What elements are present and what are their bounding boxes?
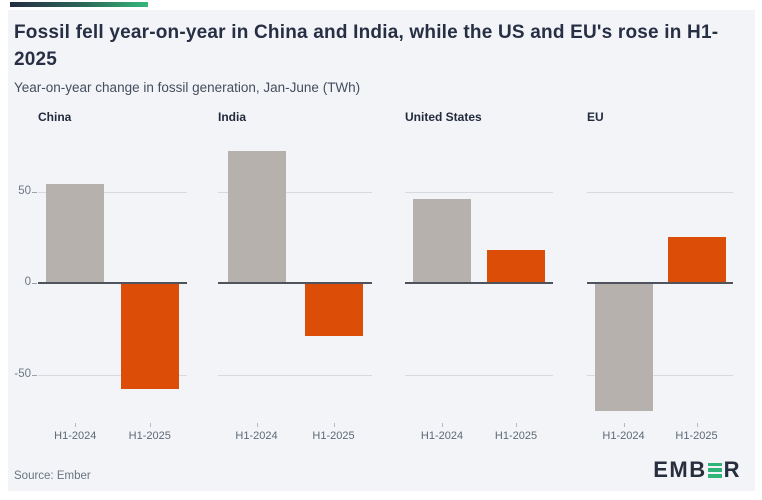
panel-plot-area bbox=[587, 141, 733, 421]
bar-h1-2024 bbox=[594, 283, 653, 412]
x-axis-tick-mark bbox=[623, 423, 625, 427]
x-axis-tick-mark bbox=[442, 423, 443, 427]
bar-h1-2025 bbox=[304, 283, 363, 337]
zero-baseline bbox=[405, 282, 553, 284]
panel-united-states: United States H1-2024 H1-2025 bbox=[405, 110, 553, 455]
gridline bbox=[405, 374, 553, 376]
panel-title: EU bbox=[587, 110, 604, 124]
panel-title: India bbox=[218, 110, 247, 124]
ember-logo-stylized-e-icon bbox=[707, 462, 722, 478]
chart-title: Fossil fell year-on-year in China and In… bbox=[14, 22, 719, 70]
x-axis-tick-mark bbox=[256, 423, 258, 427]
chart-subtitle: Year-on-year change in fossil generation… bbox=[14, 80, 361, 95]
x-axis-category-label: H1-2024 bbox=[54, 430, 97, 442]
gridline bbox=[587, 191, 733, 193]
bar-h1-2024 bbox=[227, 151, 286, 283]
y-axis-tick-label: 50 bbox=[18, 184, 31, 197]
bar-h1-2024 bbox=[46, 184, 105, 283]
x-axis-tick-mark bbox=[149, 423, 151, 427]
panel-china: China H1-2024 H1-2025 bbox=[38, 110, 187, 455]
panel-india: India H1-2024 H1-2025 bbox=[218, 110, 372, 455]
x-axis-category-label: H1-2024 bbox=[420, 430, 464, 442]
x-axis-category-label: H1-2024 bbox=[235, 430, 278, 442]
gridline bbox=[405, 191, 553, 193]
gridline bbox=[38, 191, 187, 193]
source-note: Source: Ember bbox=[14, 470, 91, 482]
y-axis-tick-mark bbox=[32, 283, 37, 284]
gridline bbox=[587, 374, 733, 376]
y-axis-tick-mark bbox=[32, 374, 37, 376]
x-axis-category-label: H1-2025 bbox=[494, 430, 538, 442]
ember-logo-text-prefix: EMB bbox=[653, 457, 707, 482]
panel-title: China bbox=[38, 110, 72, 124]
zero-baseline bbox=[218, 282, 372, 284]
x-axis-category-label: H1-2025 bbox=[128, 430, 171, 442]
y-axis-tick-label: -50 bbox=[14, 367, 31, 380]
bar-h1-2024 bbox=[413, 198, 471, 283]
gridline bbox=[218, 191, 372, 193]
x-axis-tick-mark bbox=[696, 423, 698, 427]
zero-baseline bbox=[38, 282, 187, 284]
panel-plot-area bbox=[405, 141, 553, 421]
panel-title: United States bbox=[405, 110, 482, 124]
y-axis-tick-label: 0 bbox=[24, 276, 31, 288]
bar-h1-2025 bbox=[120, 283, 179, 390]
zero-baseline bbox=[587, 282, 733, 284]
x-axis-category-label: H1-2025 bbox=[675, 430, 718, 442]
x-axis-category-label: H1-2024 bbox=[602, 430, 645, 442]
y-axis-tick-mark bbox=[32, 191, 37, 193]
accent-gradient-bar bbox=[10, 2, 148, 7]
gridline bbox=[38, 374, 187, 376]
bar-h1-2025 bbox=[487, 250, 545, 283]
x-axis-tick-mark bbox=[333, 423, 335, 427]
gridline bbox=[218, 374, 372, 376]
panel-plot-area bbox=[38, 141, 187, 421]
x-axis-tick-mark bbox=[75, 423, 77, 427]
x-axis-category-label: H1-2025 bbox=[312, 430, 355, 442]
bar-h1-2025 bbox=[667, 237, 726, 283]
panel-plot-area bbox=[218, 141, 372, 421]
ember-logo-text-suffix: R bbox=[723, 457, 741, 482]
ember-logo: EMB R bbox=[653, 457, 741, 483]
x-axis-tick-mark bbox=[516, 423, 517, 427]
panel-eu: EU H1-2024 H1-2025 bbox=[587, 110, 733, 455]
